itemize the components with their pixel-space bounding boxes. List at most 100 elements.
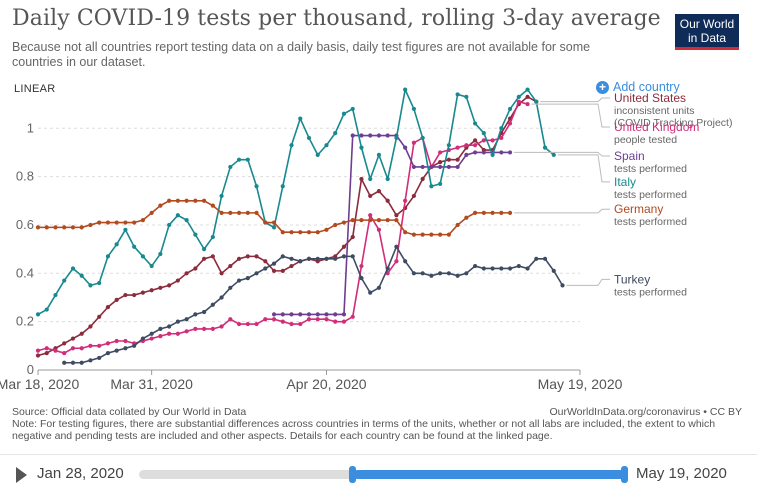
- label-connector: [540, 97, 610, 103]
- data-point: [167, 324, 172, 329]
- data-point: [341, 220, 347, 225]
- data-point: [167, 331, 172, 336]
- data-point: [53, 348, 58, 353]
- data-point: [438, 181, 443, 186]
- chart-subtitle: Because not all countries report testing…: [12, 40, 591, 69]
- data-point: [70, 360, 76, 365]
- data-point: [184, 329, 189, 334]
- owid-logo[interactable]: Our World in Data: [675, 14, 739, 50]
- label-connector: [531, 103, 610, 128]
- data-point: [542, 256, 548, 261]
- data-point: [132, 220, 137, 225]
- data-point: [289, 230, 294, 235]
- play-icon[interactable]: [16, 467, 27, 483]
- data-point: [429, 164, 434, 170]
- data-point: [236, 157, 242, 162]
- chart-title: Daily COVID-19 tests per thousand, rolli…: [12, 6, 661, 31]
- data-point: [368, 176, 373, 182]
- data-point: [123, 346, 128, 351]
- data-point: [53, 225, 58, 230]
- data-point: [62, 360, 67, 365]
- series-sublabel: tests performed: [614, 216, 687, 228]
- data-point: [175, 319, 180, 324]
- data-point: [201, 198, 207, 203]
- data-point: [271, 268, 277, 273]
- data-point: [271, 317, 277, 322]
- series-sublabel: inconsistent units: [614, 105, 695, 117]
- data-point: [44, 307, 49, 312]
- data-point: [271, 261, 277, 266]
- y-tick-label: 0.8: [16, 169, 34, 184]
- data-point: [35, 225, 41, 230]
- timeline-selection[interactable]: [353, 470, 625, 479]
- data-point: [254, 321, 259, 327]
- data-point: [376, 152, 382, 157]
- data-point: [158, 326, 163, 332]
- y-tick-label: 0.6: [16, 217, 34, 232]
- data-point: [385, 218, 390, 223]
- data-point: [289, 321, 294, 327]
- timeline-start-label: Jan 28, 2020: [37, 465, 124, 482]
- data-point: [464, 143, 469, 148]
- data-point: [350, 314, 355, 319]
- data-point: [350, 218, 355, 223]
- data-point: [79, 225, 84, 230]
- data-point: [481, 210, 486, 215]
- source-url[interactable]: OurWorldInData.org/coronavirus • CC BY: [549, 406, 742, 418]
- data-point: [438, 164, 443, 170]
- data-point: [499, 266, 504, 271]
- data-point: [411, 232, 417, 237]
- data-point: [403, 198, 408, 203]
- data-point: [499, 150, 504, 155]
- data-point: [123, 220, 128, 225]
- timeline-start-handle[interactable]: [349, 466, 356, 483]
- data-point: [228, 210, 233, 215]
- data-point: [149, 210, 154, 215]
- data-point: [315, 312, 320, 317]
- data-point: [499, 126, 504, 131]
- data-point: [44, 225, 49, 230]
- data-point: [158, 251, 163, 257]
- data-point: [280, 319, 285, 324]
- data-point: [219, 193, 224, 199]
- data-point: [306, 230, 312, 235]
- data-point: [490, 210, 495, 215]
- data-point: [140, 336, 146, 341]
- data-point: [385, 133, 390, 138]
- data-point: [158, 203, 163, 208]
- series-turkey: [62, 244, 565, 365]
- data-point: [359, 218, 364, 223]
- data-point: [534, 256, 539, 261]
- series-line: [37, 88, 555, 316]
- data-point: [298, 230, 303, 235]
- data-point: [236, 256, 242, 261]
- series-sublabel: people tested: [614, 134, 677, 146]
- data-point: [507, 210, 513, 215]
- data-point: [167, 283, 172, 288]
- data-point: [341, 111, 347, 116]
- scale-toggle[interactable]: LINEAR: [14, 83, 56, 95]
- data-point: [403, 87, 408, 92]
- data-point: [359, 133, 364, 138]
- data-point: [62, 341, 67, 346]
- add-country-button[interactable]: + Add country: [596, 80, 680, 94]
- data-point: [403, 145, 408, 150]
- data-point: [403, 230, 408, 235]
- data-point: [184, 218, 189, 223]
- series-label: United States: [614, 91, 686, 105]
- data-point: [105, 341, 111, 346]
- data-point: [263, 266, 268, 271]
- data-point: [149, 336, 154, 341]
- data-point: [376, 189, 382, 194]
- data-point: [455, 157, 460, 162]
- data-point: [219, 295, 224, 300]
- data-point: [490, 152, 495, 157]
- timeline-end-handle[interactable]: [621, 466, 628, 483]
- x-tick-label: May 19, 2020: [538, 376, 623, 392]
- label-connector: [566, 278, 610, 286]
- data-point: [359, 176, 364, 182]
- data-point: [350, 254, 355, 259]
- data-point: [263, 220, 268, 225]
- data-point: [167, 198, 172, 203]
- label-connector: [514, 208, 610, 214]
